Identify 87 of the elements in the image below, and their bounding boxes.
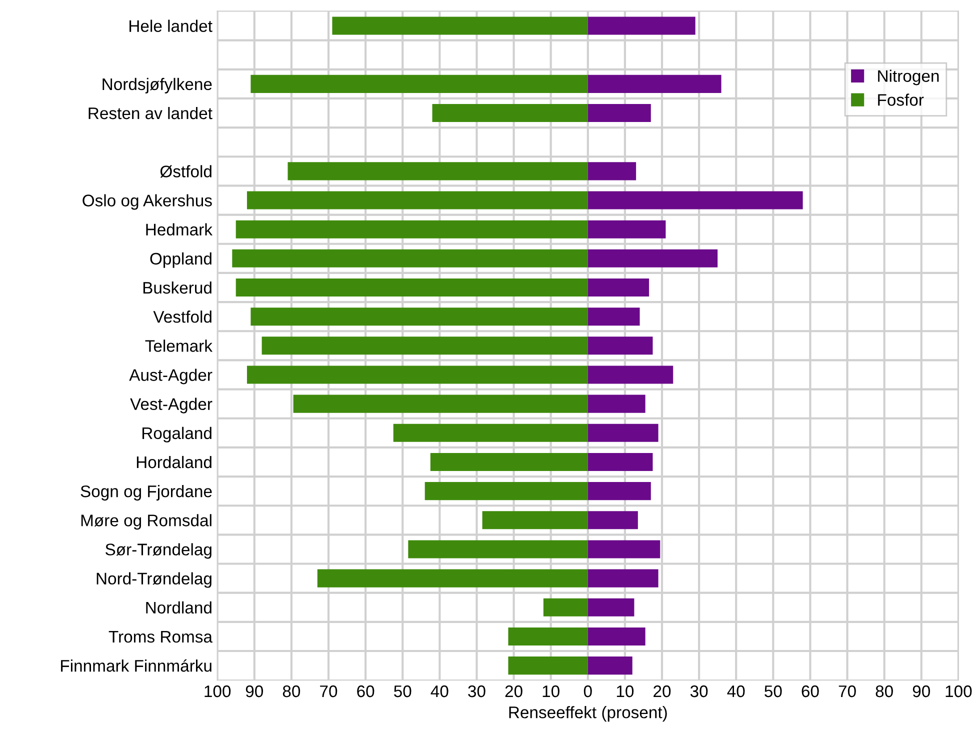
bar (588, 278, 650, 297)
bar (482, 511, 588, 530)
bar (588, 162, 636, 180)
bar (250, 74, 588, 93)
bar (588, 366, 674, 384)
bar (250, 308, 588, 326)
y-tick-label: Nordsjøfylkene (102, 78, 212, 94)
bar (508, 627, 588, 646)
bar (288, 162, 588, 180)
x-tick-label: 20 (654, 685, 671, 698)
y-tick-label: Rogaland (142, 426, 212, 442)
x-tick-label: 50 (764, 685, 782, 698)
y-tick-label: Nord-Trøndelag (96, 572, 212, 588)
x-tick-label: 100 (946, 685, 972, 698)
y-tick-label: Telemark (145, 340, 213, 352)
x-tick-label: 60 (357, 685, 374, 698)
x-tick-label: 70 (838, 685, 856, 698)
bar (236, 220, 588, 238)
bar (246, 191, 588, 210)
y-tick-label: Oslo og Akershus (82, 194, 212, 210)
x-tick-label: 0 (584, 685, 592, 698)
bar (588, 249, 718, 268)
bar (588, 598, 634, 616)
y-tick-label: Buskerud (143, 281, 212, 294)
x-axis-title: Renseeffekt (prosent) (509, 706, 667, 722)
bar (508, 656, 588, 675)
y-tick-label: Finnmark Finnmárku (61, 659, 212, 672)
x-tick-label: 70 (320, 685, 338, 698)
x-tick-label: 40 (430, 685, 448, 698)
x-tick-label: 10 (542, 685, 560, 698)
x-tick-label: 90 (246, 685, 264, 698)
x-tick-label: 40 (727, 685, 745, 698)
bar (236, 278, 588, 297)
legend-label: Fosfor (878, 94, 924, 106)
y-tick-label: Hele landet (130, 20, 212, 32)
bar (588, 627, 646, 646)
y-tick-label: Resten av landet (88, 106, 212, 120)
bar (432, 104, 588, 122)
x-tick-label: 20 (505, 685, 522, 698)
y-tick-label: Sør-Trøndelag (106, 543, 212, 559)
bar (588, 104, 651, 122)
bar (246, 366, 588, 384)
bar (588, 424, 658, 442)
bar (317, 569, 588, 588)
y-tick-label: Nordland (146, 601, 212, 614)
bar (588, 394, 646, 413)
bar (588, 336, 653, 355)
y-tick-label: Troms Romsa (108, 631, 212, 643)
x-tick-label: 30 (468, 685, 486, 698)
bar (588, 220, 666, 238)
x-tick-label: 30 (690, 685, 708, 698)
y-tick-label: Møre og Romsdal (81, 514, 212, 530)
y-tick-label: Vestfold (153, 310, 212, 323)
bar (588, 308, 640, 326)
bar (424, 482, 588, 500)
bar (543, 598, 588, 616)
y-tick-label: Østfold (160, 165, 212, 178)
x-tick-label: 100 (204, 685, 231, 698)
bar (588, 482, 651, 500)
y-tick-label: Aust-Agder (129, 368, 212, 384)
bar (588, 656, 632, 675)
bar (588, 191, 803, 210)
x-tick-label: 10 (616, 685, 634, 698)
y-tick-label: Hedmark (146, 223, 213, 236)
x-tick-label: 90 (912, 685, 930, 698)
bar (430, 452, 588, 471)
legend-label: Nitrogen (878, 70, 939, 86)
x-tick-label: 50 (394, 685, 412, 698)
bar (332, 16, 588, 35)
x-tick-label: 60 (802, 685, 819, 698)
x-tick-label: 80 (876, 685, 893, 698)
y-tick-label: Oppland (150, 252, 212, 268)
bar (588, 16, 696, 35)
bar (588, 511, 638, 530)
bar (588, 74, 722, 93)
y-tick-label: Vest-Agder (130, 398, 212, 414)
bar (232, 249, 588, 268)
y-tick-label: Hordaland (136, 456, 212, 468)
bar (408, 540, 588, 558)
bar (262, 336, 588, 355)
bar (588, 569, 658, 588)
y-tick-label: Sogn og Fjordane (80, 485, 212, 501)
bar (393, 424, 588, 442)
x-tick-label: 80 (282, 685, 300, 698)
bar (588, 452, 653, 471)
bar (293, 394, 588, 413)
bar (588, 540, 660, 558)
